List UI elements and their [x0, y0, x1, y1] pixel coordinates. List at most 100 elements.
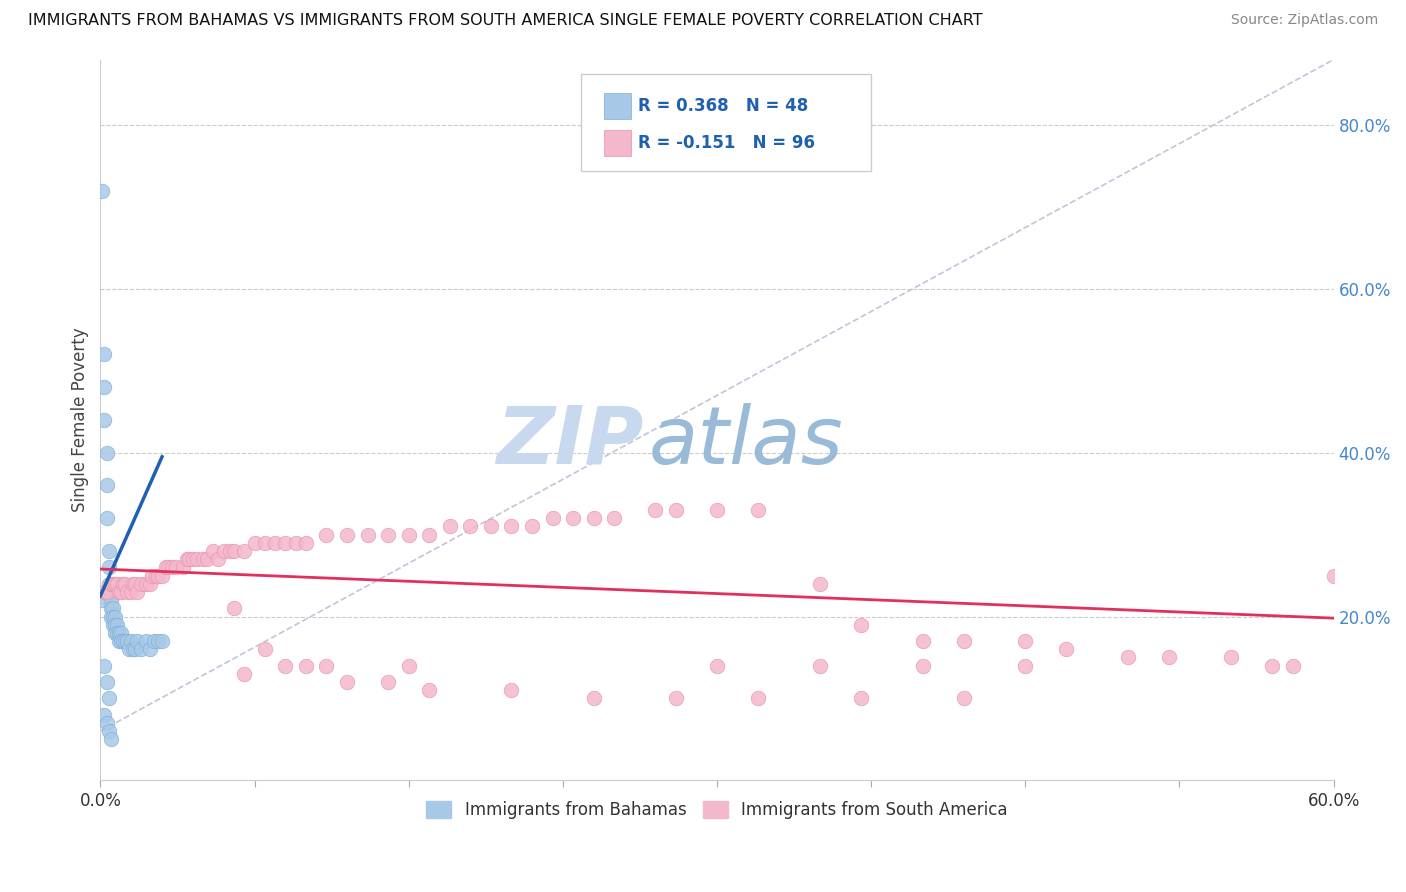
Point: [284, 536, 307, 550]
Point: [146, 634, 169, 648]
Point: [274, 536, 297, 550]
Point: [165, 560, 187, 574]
Point: [222, 544, 245, 558]
Bar: [603, 93, 631, 119]
Point: [127, 585, 149, 599]
Point: [93, 413, 115, 427]
Point: [665, 503, 688, 517]
Point: [138, 642, 160, 657]
Point: [233, 666, 256, 681]
Point: [96, 446, 118, 460]
Point: [295, 658, 318, 673]
Point: [96, 716, 118, 731]
Point: [108, 634, 131, 648]
Point: [1219, 650, 1241, 665]
Point: [138, 576, 160, 591]
Point: [172, 560, 194, 574]
Point: [207, 552, 229, 566]
Point: [100, 732, 122, 747]
Point: [233, 544, 256, 558]
Point: [665, 691, 688, 706]
Point: [97, 544, 120, 558]
Point: [849, 691, 872, 706]
Point: [911, 634, 934, 648]
Point: [460, 519, 482, 533]
Point: [191, 552, 214, 566]
Point: [93, 380, 115, 394]
Text: atlas: atlas: [650, 402, 844, 481]
Point: [114, 576, 136, 591]
Point: [110, 634, 132, 648]
Point: [101, 601, 124, 615]
Point: [96, 511, 118, 525]
Point: [336, 675, 359, 690]
Point: [110, 626, 132, 640]
Point: [218, 544, 240, 558]
Point: [356, 527, 378, 541]
Point: [706, 658, 728, 673]
Point: [100, 593, 122, 607]
Point: [176, 552, 198, 566]
Point: [96, 675, 118, 690]
Point: [93, 658, 115, 673]
Point: [315, 527, 337, 541]
Point: [101, 609, 124, 624]
Point: [120, 585, 142, 599]
Point: [97, 560, 120, 574]
Point: [118, 642, 141, 657]
Point: [150, 568, 173, 582]
Point: [274, 658, 297, 673]
Point: [141, 568, 163, 582]
Point: [1014, 658, 1036, 673]
Point: [222, 601, 245, 615]
Point: [97, 724, 120, 739]
Point: [501, 683, 523, 698]
Point: [115, 585, 138, 599]
Point: [101, 576, 124, 591]
Point: [336, 527, 359, 541]
Point: [150, 634, 173, 648]
Point: [108, 585, 131, 599]
Point: [124, 642, 146, 657]
Point: [122, 576, 145, 591]
Point: [603, 511, 626, 525]
Point: [212, 544, 235, 558]
Point: [582, 511, 605, 525]
Point: [398, 527, 420, 541]
Point: [479, 519, 502, 533]
Point: [162, 560, 184, 574]
Text: R = -0.151   N = 96: R = -0.151 N = 96: [638, 135, 815, 153]
Point: [91, 184, 114, 198]
Point: [108, 626, 131, 640]
Text: IMMIGRANTS FROM BAHAMAS VS IMMIGRANTS FROM SOUTH AMERICA SINGLE FEMALE POVERTY C: IMMIGRANTS FROM BAHAMAS VS IMMIGRANTS FR…: [28, 13, 983, 29]
Point: [849, 617, 872, 632]
Point: [418, 527, 440, 541]
Point: [253, 642, 276, 657]
Point: [644, 503, 666, 517]
Point: [93, 707, 115, 722]
Point: [1014, 634, 1036, 648]
Point: [541, 511, 564, 525]
Point: [100, 609, 122, 624]
FancyBboxPatch shape: [581, 74, 872, 171]
Point: [501, 519, 523, 533]
Point: [100, 576, 122, 591]
Point: [1054, 642, 1077, 657]
Point: [105, 626, 128, 640]
Point: [747, 503, 769, 517]
Point: [131, 642, 153, 657]
Point: [202, 544, 225, 558]
Y-axis label: Single Female Poverty: Single Female Poverty: [72, 327, 89, 512]
Point: [104, 576, 127, 591]
Point: [243, 536, 266, 550]
Point: [952, 634, 974, 648]
Point: [110, 585, 132, 599]
Point: [96, 478, 118, 492]
Legend: Immigrants from Bahamas, Immigrants from South America: Immigrants from Bahamas, Immigrants from…: [419, 795, 1015, 826]
Point: [100, 601, 122, 615]
Point: [93, 347, 115, 361]
Point: [398, 658, 420, 673]
Point: [127, 634, 149, 648]
Point: [315, 658, 337, 673]
Point: [135, 576, 157, 591]
